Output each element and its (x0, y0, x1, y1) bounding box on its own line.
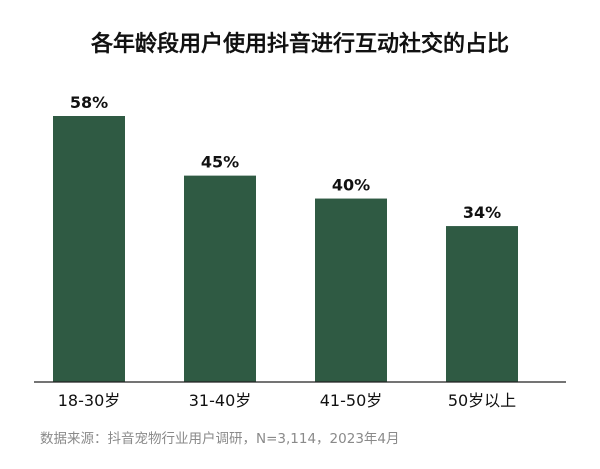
value-labels-group: 58% 45% 40% 34% (70, 93, 501, 222)
x-tick-label-3: 41-50岁 (320, 391, 383, 410)
x-tick-labels-group: 18-30岁 31-40岁 41-50岁 50岁以上 (58, 391, 516, 410)
x-tick-label-2: 31-40岁 (189, 391, 252, 410)
value-label-3: 40% (332, 176, 370, 195)
bar-2 (184, 175, 256, 382)
x-tick-label-4: 50岁以上 (448, 391, 516, 410)
x-tick-label-1: 18-30岁 (58, 391, 121, 410)
value-label-2: 45% (201, 153, 239, 172)
chart-title: 各年龄段用户使用抖音进行互动社交的占比 (90, 32, 509, 57)
bar-4 (446, 226, 518, 382)
value-label-4: 34% (463, 203, 501, 222)
bar-1 (53, 116, 125, 382)
bars-group (53, 116, 518, 382)
source-note: 数据来源：抖音宠物行业用户调研，N=3,114，2023年4月 (40, 431, 400, 447)
bar-3 (315, 198, 387, 382)
value-label-1: 58% (70, 93, 108, 112)
